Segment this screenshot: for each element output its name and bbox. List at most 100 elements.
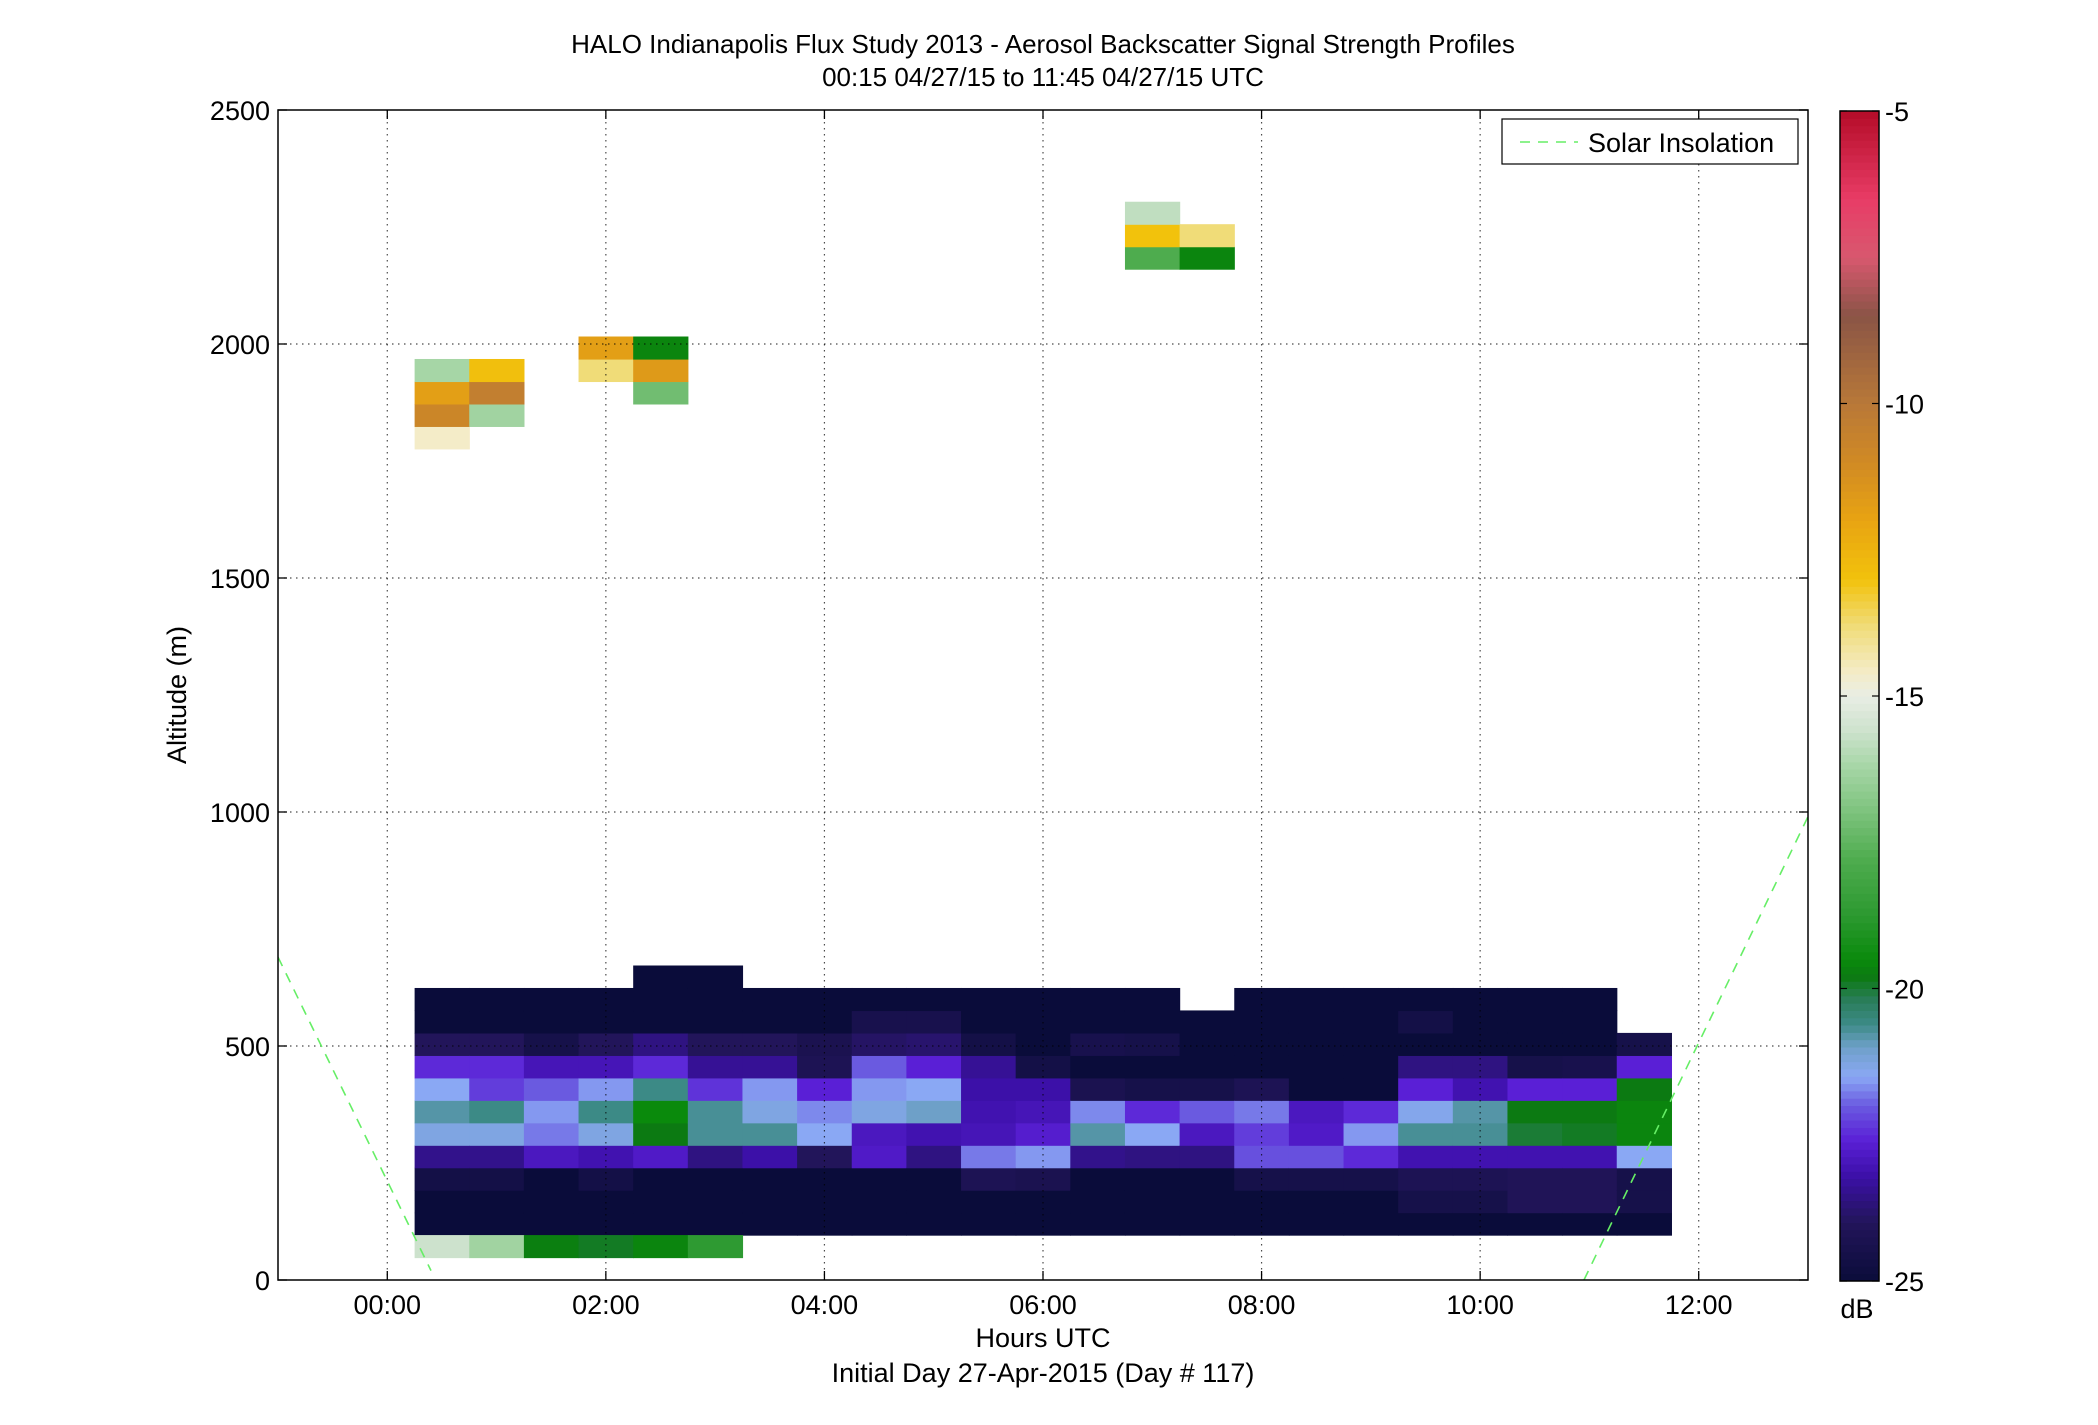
heatmap-cell [906, 1212, 962, 1236]
x-tick-label: 12:00 [1665, 1290, 1733, 1320]
legend-box [1501, 118, 1799, 165]
colorbar-segment [1840, 1047, 1879, 1055]
heatmap-cell [687, 965, 744, 989]
colorbar-segment [1840, 1237, 1879, 1245]
heatmap-cell [742, 987, 798, 1012]
heatmap-cell [961, 1167, 1017, 1191]
colorbar-segment [1840, 169, 1879, 178]
heatmap-cell [797, 1010, 853, 1034]
colorbar-segment [1840, 491, 1879, 500]
heatmap-cell [961, 1055, 1017, 1079]
heatmap-cell [1616, 1122, 1672, 1146]
colorbar-segment [1840, 359, 1879, 368]
heatmap-cell [851, 1190, 907, 1214]
heatmap-cell [1288, 1055, 1345, 1079]
colorbar-segment [1840, 1090, 1879, 1099]
colorbar-segment [1840, 586, 1879, 595]
heatmap-cell [687, 1055, 744, 1079]
colorbar-segment [1840, 527, 1879, 536]
heatmap-cell [633, 1212, 689, 1236]
heatmap-cell [414, 358, 470, 383]
heatmap-cell [1124, 1212, 1181, 1236]
heatmap-cell [578, 336, 634, 360]
colorbar-segment [1840, 388, 1879, 397]
colorbar-segment [1840, 564, 1879, 573]
colorbar-segment [1840, 125, 1879, 134]
heatmap-cell [742, 1010, 798, 1034]
heatmap-cell [1288, 1145, 1345, 1169]
heatmap-cell [1179, 1100, 1235, 1124]
heatmap-cell [1070, 1212, 1126, 1236]
colorbar-segment [1840, 754, 1879, 763]
heatmap-cell [687, 1167, 744, 1191]
heatmap-cell [1343, 1212, 1399, 1236]
colorbar-segment [1840, 1222, 1879, 1231]
heatmap-cell [1343, 1122, 1399, 1146]
heatmap-cell [633, 358, 689, 383]
colorbar-segment [1840, 644, 1879, 653]
colorbar-segment [1840, 615, 1879, 624]
x-tick-label: 00:00 [353, 1290, 421, 1320]
heatmap-cell [1070, 1122, 1126, 1146]
heatmap-cell [1015, 1190, 1071, 1214]
heatmap-cell [1070, 987, 1126, 1012]
heatmap-cell [1616, 1212, 1672, 1236]
heatmap-cell [1562, 1122, 1618, 1146]
heatmap-cell [1507, 1190, 1563, 1214]
heatmap-cell [1179, 1122, 1235, 1146]
colorbar-tick-label: -25 [1885, 1267, 1924, 1297]
heatmap-cell [1234, 1145, 1290, 1169]
colorbar-tick-label: -10 [1885, 390, 1924, 420]
heatmap-cell [687, 1145, 744, 1169]
heatmap-cell [1179, 246, 1235, 270]
colorbar-segment [1840, 140, 1879, 149]
colorbar-segment [1840, 1171, 1879, 1180]
colorbar-segment [1840, 1259, 1879, 1267]
colorbar-segment [1840, 622, 1879, 631]
heatmap-cell [1124, 987, 1181, 1012]
colorbar-segment [1840, 249, 1879, 258]
y-tick-label: 1500 [210, 564, 270, 594]
colorbar-segment [1840, 118, 1879, 127]
colorbar-segment [1840, 571, 1879, 580]
heatmap-cell [1288, 1122, 1345, 1146]
heatmap-cell [1015, 1122, 1071, 1146]
heatmap-cell [1288, 1032, 1345, 1056]
colorbar-segment [1840, 1193, 1879, 1202]
heatmap-cell [1616, 1100, 1672, 1124]
heatmap-cell [687, 1010, 744, 1034]
solar-insolation-line [1583, 816, 1808, 1280]
colorbar-segment [1840, 1083, 1879, 1092]
colorbar-segment [1840, 988, 1879, 997]
heatmap-cell [469, 1167, 525, 1191]
heatmap-cell [1452, 1010, 1509, 1034]
heatmap-cell [523, 1122, 580, 1146]
heatmap-cell [1124, 1122, 1181, 1146]
heatmap-cell [1343, 1167, 1399, 1191]
heatmap-cell [906, 1190, 962, 1214]
heatmap-cell [1288, 987, 1345, 1012]
heatmap-cell [797, 1212, 853, 1236]
colorbar-segment [1840, 805, 1879, 814]
heatmap-cell [1562, 987, 1618, 1012]
colorbar-segment [1840, 1207, 1879, 1216]
heatmap-cell [523, 1235, 580, 1259]
heatmap-cell [1179, 1010, 1235, 1034]
heatmap-cell [906, 1167, 962, 1191]
colorbar-segment [1840, 1112, 1879, 1121]
colorbar-segment [1840, 242, 1879, 251]
colorbar-segment [1840, 505, 1879, 514]
chart-subtitle: 00:15 04/27/15 to 11:45 04/27/15 UTC [822, 62, 1264, 92]
solar-insolation-line [278, 956, 432, 1271]
heatmap-cell [1562, 1032, 1618, 1056]
heatmap-cell [1015, 1032, 1071, 1056]
colorbar-segment [1840, 162, 1879, 170]
heatmap-cell [414, 1167, 470, 1191]
colorbar-segment [1840, 593, 1879, 602]
heatmap-cell [687, 1122, 744, 1146]
heatmap-cell [961, 1032, 1017, 1056]
heatmap-cell [1288, 1190, 1345, 1214]
heatmap-cell [578, 1122, 634, 1146]
heatmap-cells [414, 201, 1672, 1259]
